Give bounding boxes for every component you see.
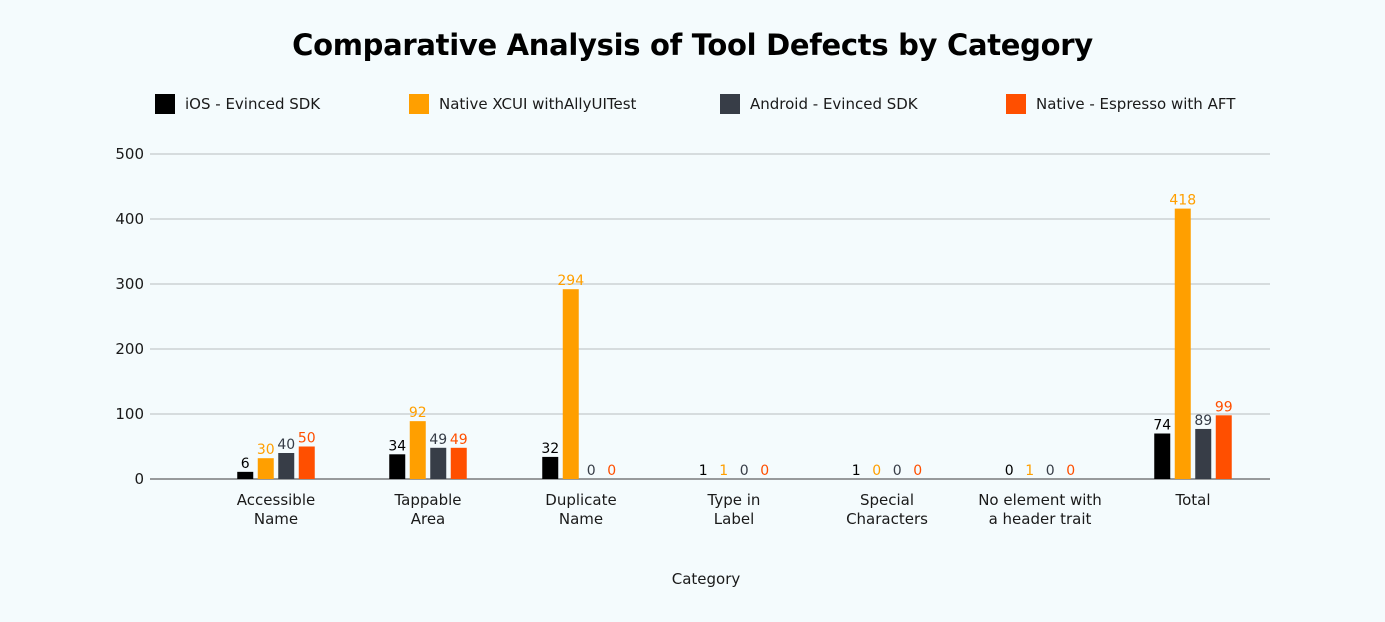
legend-label: Android - Evinced SDK bbox=[750, 95, 918, 113]
data-label: 34 bbox=[388, 438, 406, 454]
data-label: 0 bbox=[740, 463, 749, 479]
y-tick-label: 400 bbox=[115, 210, 144, 228]
chart-title: Comparative Analysis of Tool Defects by … bbox=[292, 28, 1093, 62]
y-tick-label: 100 bbox=[115, 405, 144, 423]
data-label: 1 bbox=[1025, 463, 1034, 479]
x-tick-label: Duplicate bbox=[545, 491, 616, 509]
data-label: 0 bbox=[760, 463, 769, 479]
data-label: 92 bbox=[409, 405, 427, 421]
x-tick-label: Name bbox=[254, 510, 298, 528]
data-label: 1 bbox=[719, 463, 728, 479]
bar bbox=[409, 421, 426, 479]
bar bbox=[1215, 415, 1232, 479]
chart-legend: iOS - Evinced SDK Native XCUI withAllyUI… bbox=[155, 94, 1305, 118]
data-label: 1 bbox=[852, 463, 861, 479]
data-label: 49 bbox=[429, 432, 447, 448]
x-tick-label: Total bbox=[1174, 491, 1210, 509]
data-label: 0 bbox=[913, 463, 922, 479]
x-tick-label: a header trait bbox=[989, 510, 1092, 528]
data-label: 0 bbox=[1046, 463, 1055, 479]
legend-item-ios-evinced: iOS - Evinced SDK bbox=[155, 94, 320, 114]
data-label: 30 bbox=[257, 442, 275, 458]
x-axis-title: Category bbox=[671, 570, 741, 588]
y-tick-label: 0 bbox=[134, 470, 144, 488]
bar bbox=[542, 456, 559, 479]
y-tick-label: 500 bbox=[115, 145, 144, 163]
bar bbox=[298, 446, 315, 479]
x-tick-label: Label bbox=[714, 510, 754, 528]
data-label: 418 bbox=[1169, 193, 1196, 209]
data-label: 0 bbox=[1066, 463, 1075, 479]
bar bbox=[1154, 433, 1171, 479]
data-label: 40 bbox=[277, 437, 295, 453]
legend-label: iOS - Evinced SDK bbox=[185, 95, 321, 113]
data-label: 6 bbox=[241, 456, 250, 472]
legend-label: Native - Espresso with AFT bbox=[1036, 95, 1236, 113]
bar bbox=[237, 471, 254, 479]
data-label: 49 bbox=[450, 432, 468, 448]
data-label: 294 bbox=[557, 273, 584, 289]
bar bbox=[562, 289, 579, 479]
bar bbox=[278, 453, 295, 479]
bar bbox=[1174, 208, 1191, 479]
bar bbox=[430, 447, 447, 479]
x-tick-label: Type in bbox=[707, 491, 761, 509]
data-label: 0 bbox=[872, 463, 881, 479]
data-label: 50 bbox=[298, 431, 316, 447]
legend-item-native-xcui: Native XCUI withAllyUITest bbox=[409, 94, 636, 114]
x-tick-label: Special bbox=[860, 491, 914, 509]
x-tick-label: Name bbox=[559, 510, 603, 528]
bar bbox=[389, 454, 406, 479]
x-tick-label: Characters bbox=[846, 510, 928, 528]
y-tick-label: 200 bbox=[115, 340, 144, 358]
legend-label: Native XCUI withAllyUITest bbox=[439, 95, 637, 113]
data-label: 99 bbox=[1215, 399, 1233, 415]
data-label: 89 bbox=[1194, 413, 1212, 429]
y-tick-label: 300 bbox=[115, 275, 144, 293]
bar bbox=[450, 447, 467, 479]
bar bbox=[1195, 428, 1212, 479]
data-label: 0 bbox=[893, 463, 902, 479]
x-tick-label: Tappable bbox=[393, 491, 461, 509]
data-label: 0 bbox=[1005, 463, 1014, 479]
legend-swatch bbox=[720, 94, 740, 114]
legend-item-native-espresso: Native - Espresso with AFT bbox=[1006, 94, 1235, 114]
x-tick-label: Area bbox=[411, 510, 446, 528]
legend-swatch bbox=[1006, 94, 1026, 114]
x-tick-label: No element with bbox=[978, 491, 1102, 509]
x-tick-label: Accessible bbox=[237, 491, 315, 509]
bar bbox=[257, 458, 274, 479]
legend-item-android-evinced: Android - Evinced SDK bbox=[720, 94, 918, 114]
legend-swatch bbox=[409, 94, 429, 114]
legend-swatch bbox=[155, 94, 175, 114]
data-label: 74 bbox=[1153, 418, 1171, 434]
data-label: 1 bbox=[699, 463, 708, 479]
data-label: 0 bbox=[587, 463, 596, 479]
data-label: 32 bbox=[541, 441, 559, 457]
data-label: 0 bbox=[607, 463, 616, 479]
